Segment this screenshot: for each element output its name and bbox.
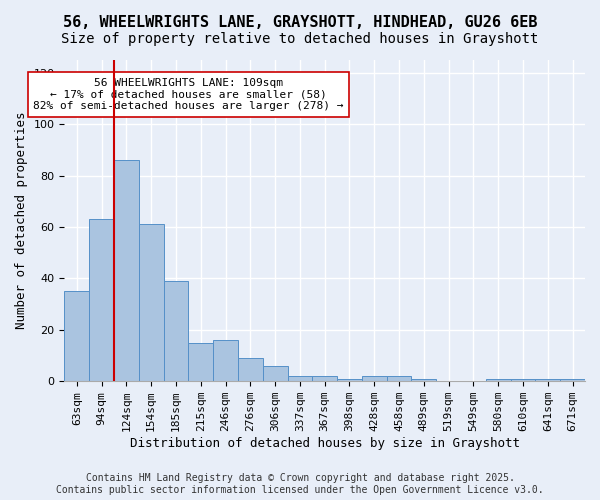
Bar [386, 376, 412, 381]
Bar [287, 376, 313, 381]
Text: 56, WHEELWRIGHTS LANE, GRAYSHOTT, HINDHEAD, GU26 6EB: 56, WHEELWRIGHTS LANE, GRAYSHOTT, HINDHE… [63, 15, 537, 30]
Bar [139, 224, 164, 381]
Bar [114, 160, 139, 381]
Bar [535, 378, 560, 381]
Bar [511, 378, 535, 381]
Y-axis label: Number of detached properties: Number of detached properties [15, 112, 28, 330]
Bar [412, 378, 436, 381]
Bar [486, 378, 511, 381]
Bar [164, 281, 188, 381]
Bar [313, 376, 337, 381]
Bar [362, 376, 386, 381]
Bar [337, 378, 362, 381]
X-axis label: Distribution of detached houses by size in Grayshott: Distribution of detached houses by size … [130, 437, 520, 450]
Bar [89, 220, 114, 381]
Bar [238, 358, 263, 381]
Text: Size of property relative to detached houses in Grayshott: Size of property relative to detached ho… [61, 32, 539, 46]
Bar [263, 366, 287, 381]
Bar [64, 292, 89, 381]
Bar [560, 378, 585, 381]
Text: Contains HM Land Registry data © Crown copyright and database right 2025.
Contai: Contains HM Land Registry data © Crown c… [56, 474, 544, 495]
Bar [188, 342, 213, 381]
Bar [213, 340, 238, 381]
Text: 56 WHEELWRIGHTS LANE: 109sqm
← 17% of detached houses are smaller (58)
82% of se: 56 WHEELWRIGHTS LANE: 109sqm ← 17% of de… [33, 78, 344, 111]
